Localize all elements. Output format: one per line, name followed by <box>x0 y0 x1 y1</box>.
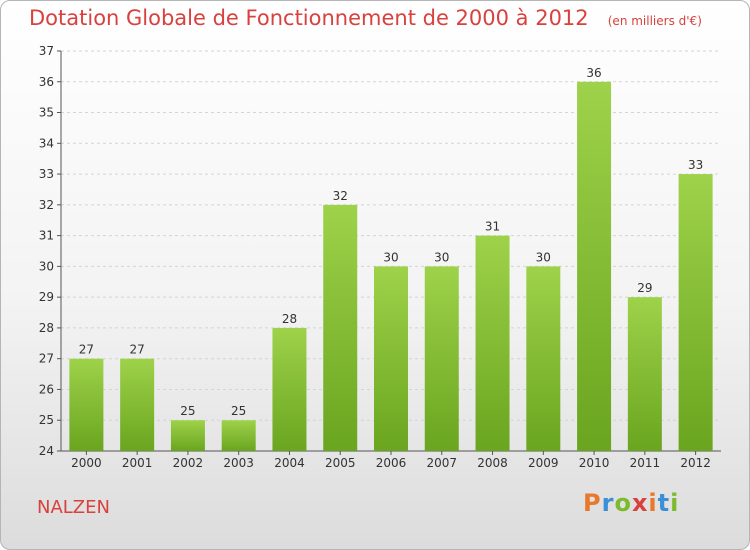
logo-letter: i <box>648 489 658 517</box>
data-labels: 27 27 25 25 28 32 30 30 31 30 36 29 33 <box>79 66 704 418</box>
bar-2001 <box>120 358 155 451</box>
y-tick-label: 25 <box>39 413 54 427</box>
chart-title: Dotation Globale de Fonctionnement de 20… <box>29 6 589 30</box>
logo-letter: t <box>657 489 671 517</box>
proxiti-logo: Proxiti <box>583 489 679 517</box>
x-tick-label: 2012 <box>680 456 711 470</box>
x-tick-label: 2002 <box>173 456 204 470</box>
y-tick-label: 26 <box>39 382 54 396</box>
data-label-2001: 27 <box>130 343 145 357</box>
x-tick-label: 2005 <box>325 456 356 470</box>
data-label-2007: 30 <box>434 250 449 264</box>
bar-2002 <box>170 420 205 451</box>
x-tick-label: 2006 <box>376 456 407 470</box>
y-tick-label: 31 <box>39 229 54 243</box>
logo-letter: P <box>583 489 602 517</box>
data-label-2002: 25 <box>180 404 195 418</box>
title-row: Dotation Globale de Fonctionnement de 20… <box>29 6 702 30</box>
x-tick-label: 2011 <box>630 456 661 470</box>
bar-2008 <box>475 235 510 451</box>
y-tick-label: 24 <box>39 444 54 458</box>
data-label-2010: 36 <box>586 66 601 80</box>
x-tick-label: 2008 <box>477 456 508 470</box>
data-label-2011: 29 <box>637 281 652 295</box>
tick-labels: 24 25 26 27 28 29 30 31 32 33 34 35 36 37 2000 2001 2002… <box>39 44 711 470</box>
y-tick-label: 29 <box>39 290 54 304</box>
logo-letter: o <box>614 489 632 517</box>
bar-2004 <box>272 327 307 451</box>
bar-2012 <box>678 174 713 452</box>
bars <box>69 81 713 452</box>
y-tick-label: 36 <box>39 75 54 89</box>
data-label-2005: 32 <box>333 189 348 203</box>
x-tick-label: 2004 <box>274 456 305 470</box>
y-tick-label: 37 <box>39 44 54 58</box>
logo-letter: i <box>670 489 680 517</box>
y-tick-label: 32 <box>39 198 54 212</box>
bar-2010 <box>577 81 612 452</box>
chart-subtitle: (en milliers d'€) <box>607 14 702 28</box>
data-label-2012: 33 <box>688 158 703 172</box>
commune-name: NALZEN <box>37 497 110 518</box>
x-tick-label: 2009 <box>528 456 559 470</box>
data-label-2000: 27 <box>79 343 94 357</box>
data-label-2006: 30 <box>383 250 398 264</box>
y-tick-label: 34 <box>39 136 54 150</box>
y-tick-label: 35 <box>39 106 54 120</box>
y-tick-label: 27 <box>39 352 54 366</box>
y-tick-label: 28 <box>39 321 54 335</box>
bar-2000 <box>69 358 104 451</box>
x-tick-label: 2003 <box>223 456 254 470</box>
bar-2007 <box>424 266 459 451</box>
bar-2011 <box>627 297 662 451</box>
x-tick-label: 2010 <box>579 456 610 470</box>
bar-2009 <box>526 266 561 451</box>
bar-2006 <box>374 266 408 451</box>
data-label-2008: 31 <box>485 220 500 234</box>
logo-letter: x <box>631 489 649 517</box>
x-tick-label: 2007 <box>426 456 457 470</box>
logo-letter: r <box>601 489 615 517</box>
data-label-2004: 28 <box>282 312 297 326</box>
y-tick-label: 30 <box>39 259 54 273</box>
y-tick-label: 33 <box>39 167 54 181</box>
x-tick-label: 2001 <box>122 456 153 470</box>
bar-2003 <box>221 420 256 451</box>
bar-2005 <box>323 204 358 451</box>
data-label-2009: 30 <box>536 250 551 264</box>
data-label-2003: 25 <box>231 404 246 418</box>
x-tick-label: 2000 <box>71 456 102 470</box>
